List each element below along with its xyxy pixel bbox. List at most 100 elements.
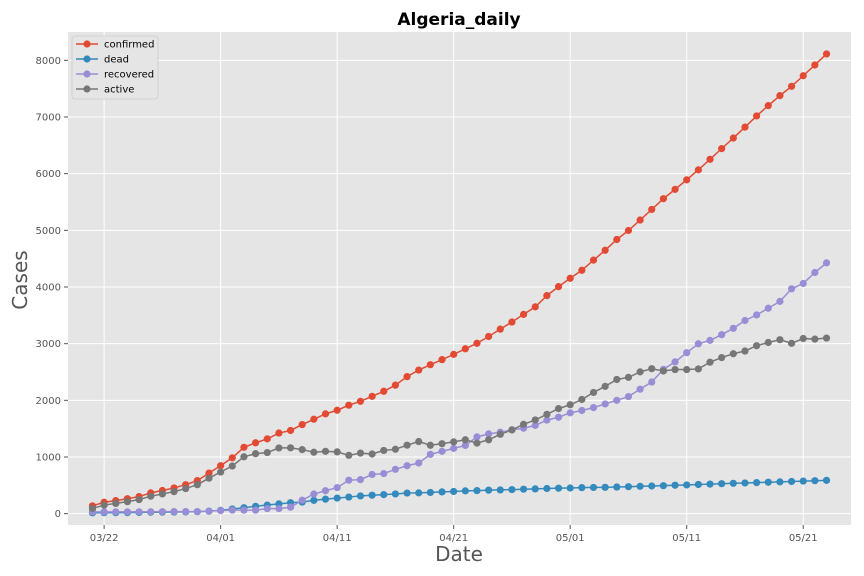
data-point-recovered (147, 508, 155, 516)
data-point-active (729, 350, 737, 358)
data-point-confirmed (240, 443, 248, 451)
data-point-active (683, 365, 691, 374)
data-point-active (403, 441, 411, 449)
data-point-active (426, 441, 434, 449)
data-point-recovered (205, 507, 213, 515)
data-point-active (321, 447, 330, 455)
legend-label: dead (104, 55, 129, 66)
data-point-dead (391, 490, 400, 498)
data-point-recovered (391, 465, 400, 473)
data-point-active (380, 446, 388, 455)
data-point-active (286, 444, 295, 452)
data-point-confirmed (438, 356, 446, 364)
data-point-confirmed (554, 283, 563, 291)
data-point-active (601, 382, 609, 390)
legend-marker (83, 40, 91, 48)
data-point-confirmed (473, 339, 481, 347)
data-point-active (263, 448, 271, 457)
y-tick-label: 3000 (36, 339, 61, 350)
data-point-active (485, 436, 493, 444)
data-point-active (88, 504, 97, 513)
data-point-recovered (543, 416, 551, 424)
data-point-confirmed (286, 426, 295, 435)
data-point-dead (485, 486, 493, 494)
x-axis-label: Date (435, 542, 483, 566)
data-point-active (624, 373, 633, 381)
data-point-confirmed (706, 155, 714, 163)
data-point-recovered (822, 259, 831, 267)
data-point-dead (380, 491, 388, 499)
data-point-dead (356, 492, 365, 500)
legend-item-confirmed: confirmed (76, 40, 154, 51)
data-point-recovered (706, 336, 714, 344)
data-point-recovered (251, 506, 260, 514)
data-point-recovered (531, 421, 539, 429)
data-point-active (275, 444, 283, 452)
data-point-dead (519, 485, 528, 493)
data-point-recovered (368, 470, 376, 479)
data-point-recovered (636, 385, 644, 393)
legend-item-active: active (76, 85, 134, 96)
data-point-active (566, 401, 574, 409)
data-point-dead (729, 479, 737, 487)
data-point-confirmed (659, 195, 668, 203)
data-point-active (718, 353, 726, 362)
data-point-confirmed (426, 361, 434, 369)
data-point-recovered (671, 358, 679, 366)
data-point-confirmed (811, 61, 819, 69)
data-point-active (147, 492, 155, 500)
series-active (88, 334, 831, 513)
data-point-active (345, 451, 353, 459)
data-point-recovered (193, 507, 201, 516)
data-point-recovered (100, 508, 108, 516)
legend-item-dead: dead (76, 55, 129, 66)
data-point-recovered (741, 316, 749, 325)
data-point-dead (648, 482, 656, 490)
data-point-confirmed (776, 92, 784, 100)
data-point-confirmed (333, 406, 341, 414)
data-point-active (368, 450, 376, 458)
data-point-active (589, 388, 598, 397)
data-point-dead (554, 484, 563, 492)
data-point-active (310, 448, 318, 456)
data-point-active (193, 481, 201, 489)
data-point-confirmed (496, 325, 504, 333)
data-point-dead (333, 494, 341, 502)
data-point-active (217, 468, 225, 476)
data-point-active (228, 462, 236, 470)
data-point-active (741, 347, 749, 355)
data-point-recovered (718, 331, 726, 339)
data-point-recovered (240, 506, 248, 514)
data-point-active (438, 440, 446, 448)
data-point-confirmed (275, 429, 283, 437)
y-axis-label: Cases (8, 250, 32, 309)
data-point-confirmed (415, 366, 423, 374)
data-point-confirmed (380, 387, 388, 395)
data-point-confirmed (613, 235, 621, 244)
data-point-dead (683, 481, 691, 489)
data-point-dead (345, 493, 353, 501)
data-point-active (543, 410, 551, 418)
legend: confirmed dead recovered active (71, 35, 159, 100)
data-point-recovered (263, 504, 271, 513)
data-point-confirmed (205, 469, 213, 477)
chart-title: Algeria_daily (397, 10, 520, 30)
data-point-dead (613, 483, 621, 491)
data-point-recovered (158, 508, 166, 516)
data-point-confirmed (450, 350, 458, 358)
data-point-active (415, 437, 423, 446)
data-point-confirmed (753, 112, 761, 120)
data-point-recovered (694, 340, 702, 348)
data-point-recovered (601, 400, 609, 408)
data-point-recovered (624, 392, 633, 401)
data-point-confirmed (764, 102, 772, 110)
data-point-recovered (683, 349, 691, 357)
data-point-active (799, 334, 807, 343)
data-point-confirmed (391, 381, 400, 389)
data-point-confirmed (718, 145, 726, 153)
data-point-active (764, 338, 772, 347)
data-point-confirmed (519, 310, 528, 318)
data-point-dead (787, 477, 796, 486)
data-point-dead (473, 487, 481, 495)
